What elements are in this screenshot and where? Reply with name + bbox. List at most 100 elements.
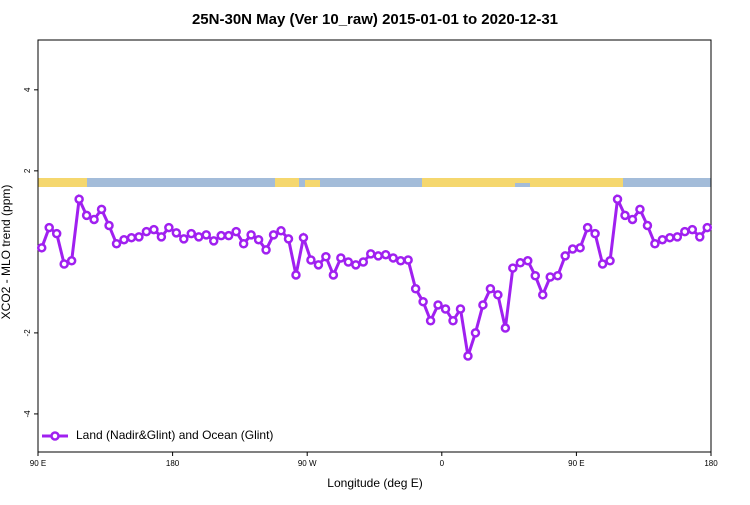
point	[179, 234, 189, 244]
point	[358, 257, 369, 267]
point	[380, 249, 391, 260]
point	[418, 296, 428, 307]
point	[560, 251, 570, 261]
point	[403, 255, 413, 265]
point	[515, 258, 526, 268]
point	[156, 232, 167, 242]
point	[276, 226, 286, 236]
point	[208, 236, 219, 246]
point	[283, 234, 294, 244]
point	[672, 232, 683, 242]
x-tick-label: 90 E	[30, 459, 46, 468]
point	[268, 230, 279, 240]
point	[582, 222, 593, 233]
point	[373, 251, 383, 261]
point	[343, 257, 354, 267]
point	[164, 222, 174, 233]
point	[134, 232, 144, 242]
point	[500, 323, 511, 333]
point	[328, 270, 339, 280]
point	[171, 228, 182, 238]
point	[388, 253, 398, 263]
point	[44, 222, 54, 233]
land	[422, 178, 515, 187]
point	[96, 204, 107, 215]
point	[366, 249, 376, 259]
point	[508, 263, 518, 273]
point	[186, 228, 197, 239]
land-ocean-strip	[38, 178, 711, 187]
point	[620, 210, 630, 221]
point	[470, 328, 481, 338]
y-tick-label: -2	[23, 329, 32, 337]
point	[567, 244, 578, 254]
point	[702, 222, 713, 233]
point	[493, 290, 503, 300]
x-axis-label: Longitude (deg E)	[327, 476, 422, 490]
point	[36, 243, 47, 253]
point	[440, 304, 451, 314]
point	[51, 228, 62, 239]
y-tick-label: -4	[23, 410, 32, 418]
point	[665, 232, 675, 243]
point	[650, 239, 660, 249]
point	[89, 214, 99, 225]
land	[530, 178, 623, 187]
point	[119, 234, 129, 245]
point	[246, 230, 256, 240]
y-tick-label: 4	[23, 87, 32, 92]
y-tick-label: 2	[23, 168, 32, 173]
point	[321, 251, 331, 262]
point	[395, 256, 406, 266]
point	[463, 351, 473, 361]
point	[253, 234, 264, 245]
point	[216, 230, 226, 241]
point	[238, 239, 249, 249]
land	[515, 178, 530, 183]
point	[433, 300, 443, 310]
point	[291, 270, 301, 280]
point	[612, 194, 623, 204]
chart-title: 25N-30N May (Ver 10_raw) 2015-01-01 to 2…	[192, 11, 558, 28]
legend-label: Land (Nadir&Glint) and Ocean (Glint)	[76, 428, 273, 442]
point	[313, 260, 324, 270]
land	[305, 180, 320, 187]
point	[74, 194, 84, 204]
point	[478, 300, 488, 310]
point	[680, 226, 690, 237]
x-tick-label: 180	[166, 459, 180, 468]
point	[485, 283, 496, 294]
point	[552, 271, 563, 281]
point	[306, 255, 316, 265]
point	[575, 243, 585, 253]
point	[545, 272, 555, 282]
point	[104, 220, 114, 231]
point	[448, 315, 458, 326]
land	[38, 178, 87, 187]
point	[336, 253, 346, 263]
point	[66, 256, 77, 266]
point	[261, 245, 271, 255]
point	[425, 315, 436, 326]
point	[59, 259, 69, 269]
point	[597, 259, 608, 269]
point	[695, 232, 705, 242]
point	[642, 220, 653, 231]
point	[111, 239, 122, 249]
x-tick-label: 90 E	[568, 459, 584, 468]
point	[590, 228, 600, 239]
point	[201, 230, 211, 240]
x-tick-label: 0	[440, 459, 445, 468]
point	[351, 260, 361, 270]
point	[149, 224, 159, 235]
point	[126, 232, 137, 243]
point	[231, 226, 241, 237]
point	[141, 226, 152, 237]
point	[410, 283, 421, 294]
ocean	[38, 178, 711, 187]
legend-marker	[50, 431, 60, 441]
x-tick-label: 90 W	[298, 459, 317, 468]
point	[455, 304, 466, 314]
